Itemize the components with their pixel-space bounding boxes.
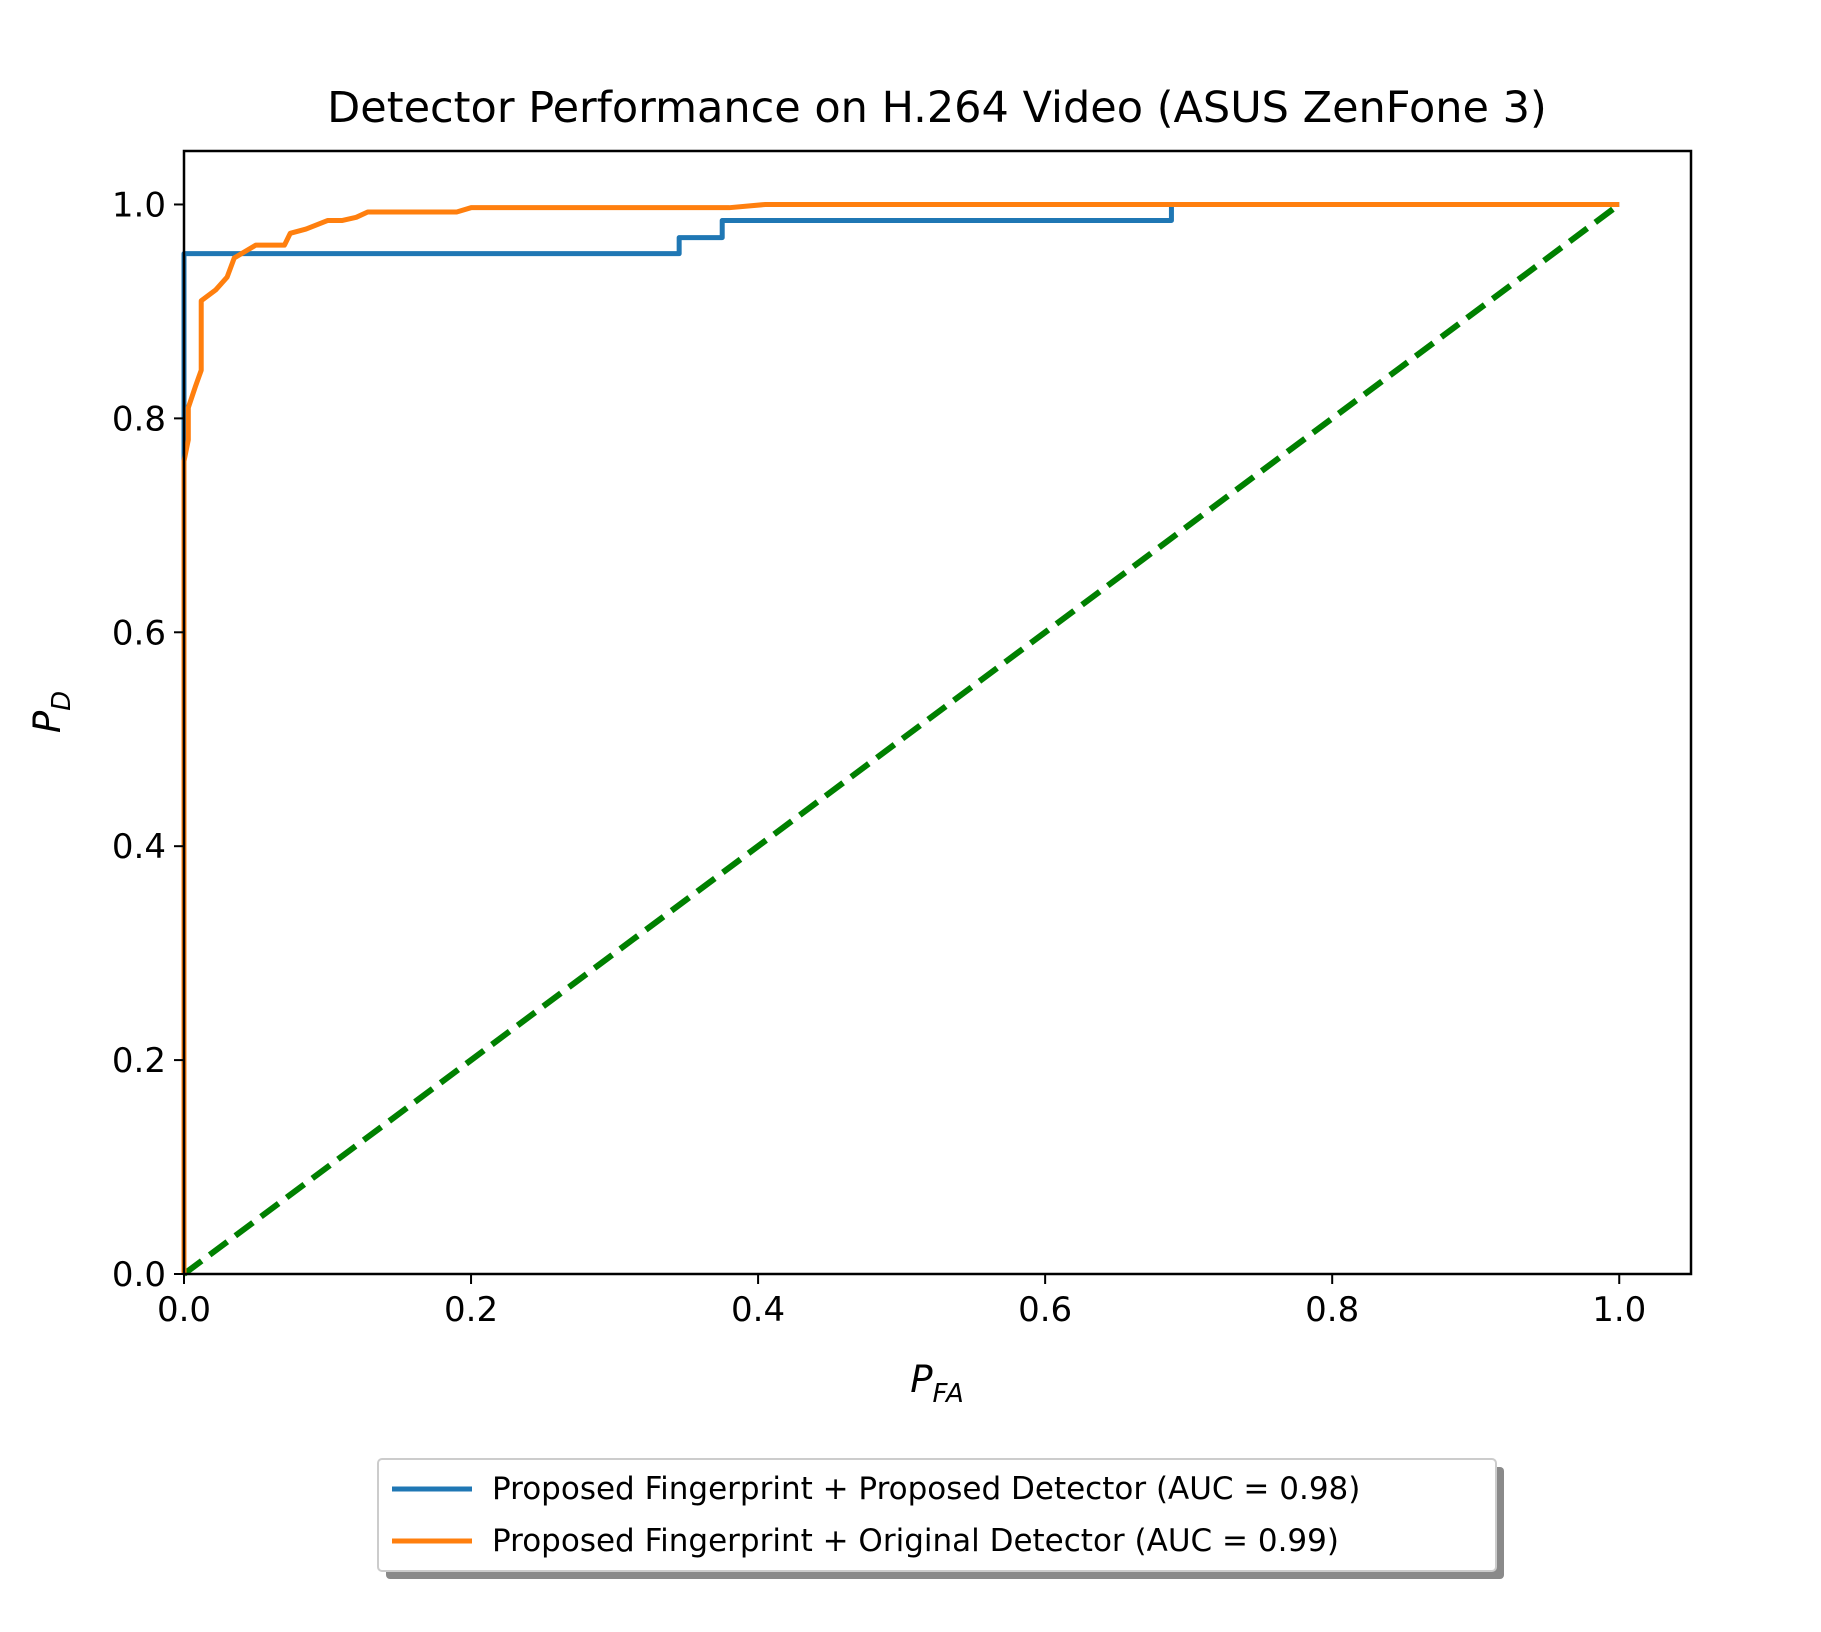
x-axis-label: PFA xyxy=(910,1358,964,1409)
x-tick-label: 0.6 xyxy=(1018,1290,1072,1330)
y-axis-label: PD xyxy=(26,691,77,733)
y-tick-label: 0.6 xyxy=(112,613,166,653)
x-axis-ticks: 0.0 0.2 0.4 0.6 0.8 1.0 xyxy=(157,1274,1646,1330)
y-tick-label: 0.0 xyxy=(112,1255,166,1295)
plot-frame xyxy=(182,149,1693,1276)
y-tick-label: 0.8 xyxy=(112,399,166,439)
series-line-1 xyxy=(181,201,1620,1274)
y-axis-label-base: P xyxy=(26,710,69,733)
series-line-0 xyxy=(181,201,1620,1274)
legend-label-orange: Proposed Fingerprint + Original Detector… xyxy=(492,1523,1339,1559)
y-tick-label: 1.0 xyxy=(112,185,166,225)
chance-diagonal-line xyxy=(182,202,1622,1277)
y-axis-label-sub: D xyxy=(47,691,77,711)
legend-label-blue: Proposed Fingerprint + Proposed Detector… xyxy=(492,1471,1360,1507)
x-tick-label: 0.2 xyxy=(444,1290,498,1330)
x-tick-label: 0.0 xyxy=(157,1290,211,1330)
x-axis-label-base: P xyxy=(910,1358,933,1401)
x-tick-label: 1.0 xyxy=(1592,1290,1646,1330)
x-tick-label: 0.8 xyxy=(1305,1290,1359,1330)
chart-title: Detector Performance on H.264 Video (ASU… xyxy=(327,83,1547,133)
x-tick-label: 0.4 xyxy=(731,1290,785,1330)
y-tick-label: 0.2 xyxy=(112,1041,166,1081)
legend-box xyxy=(377,1458,1497,1572)
legend: Proposed Fingerprint + Proposed Detector… xyxy=(377,1458,1504,1579)
plot-lines xyxy=(181,201,1622,1277)
x-axis-label-sub: FA xyxy=(933,1379,964,1409)
y-axis-ticks: 0.0 0.2 0.4 0.6 0.8 1.0 xyxy=(112,185,184,1295)
y-tick-label: 0.4 xyxy=(112,827,166,867)
